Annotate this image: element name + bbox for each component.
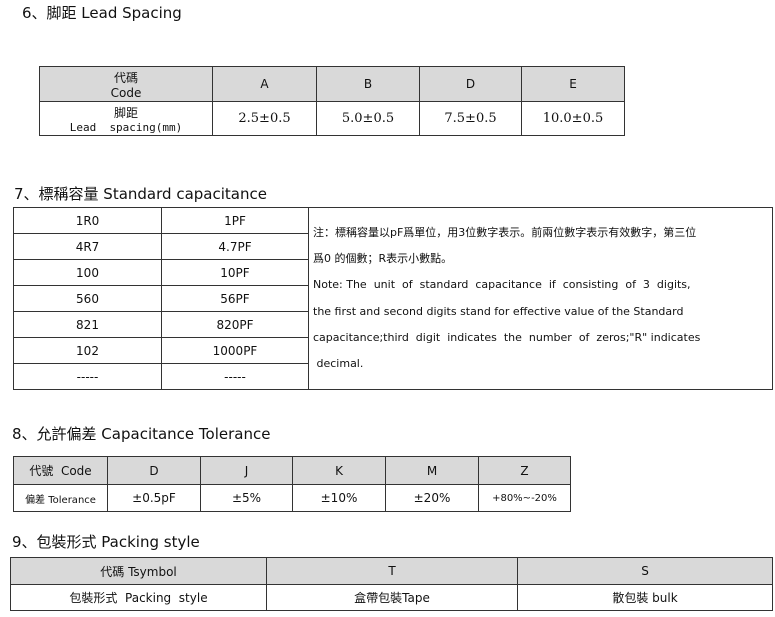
packing-table: 代碼 Tsymbol T S 包裝形式 Packing style 盒帶包裝Ta… bbox=[10, 557, 773, 611]
value-cell: 820PF bbox=[161, 311, 309, 338]
value-cell: 4.7PF bbox=[161, 233, 309, 260]
lead-spacing-table: 代碼 Code A B D E 脚距 Lead spacing(mm) 2.5±0.… bbox=[39, 66, 625, 136]
code-cell: 100 bbox=[13, 259, 162, 286]
code-cell: 1R0 bbox=[13, 207, 162, 234]
row-label: 偏差 Tolerance bbox=[13, 484, 108, 512]
header-label: 代號 Code bbox=[13, 456, 108, 485]
header-label-cn: 代碼 bbox=[113, 70, 138, 85]
code-cell: D bbox=[419, 66, 522, 102]
value-cell: 5.0±0.5 bbox=[316, 101, 420, 136]
code-cell: A bbox=[212, 66, 317, 102]
value-cell: 56PF bbox=[161, 285, 309, 312]
code-cell: M bbox=[385, 456, 479, 485]
capacitance-table: 1R0 1PF 注：標稱容量以pF爲單位，用3位數字表示。前兩位數字表示有效數字… bbox=[13, 207, 773, 390]
code-cell: J bbox=[200, 456, 293, 485]
value-cell: 1PF bbox=[161, 207, 309, 234]
row-label: 包裝形式 Packing style bbox=[10, 584, 267, 611]
code-cell: T bbox=[266, 557, 518, 585]
table-row: 偏差 Tolerance ±0.5pF ±5% ±10% ±20% +80%~-… bbox=[13, 484, 571, 512]
section-title-packing-style: 9、包裝形式 Packing style bbox=[12, 533, 200, 551]
value-cell: 10.0±0.5 bbox=[521, 101, 625, 136]
note-cell: 注：標稱容量以pF爲單位，用3位數字表示。前兩位數字表示有效數字，第三位 爲0 … bbox=[308, 207, 773, 390]
value-cell: 散包裝 bulk bbox=[517, 584, 773, 611]
code-cell: ----- bbox=[13, 363, 162, 390]
note-en-line: Note: The unit of standard capacitance i… bbox=[313, 278, 691, 292]
code-cell: D bbox=[107, 456, 201, 485]
table-row: 脚距 Lead spacing(mm) 2.5±0.5 5.0±0.5 7.5±0… bbox=[39, 101, 625, 136]
header-label: 代碼 Code bbox=[39, 66, 213, 102]
section-title-capacitance-tolerance: 8、允許偏差 Capacitance Tolerance bbox=[12, 425, 271, 443]
value-cell: 10PF bbox=[161, 259, 309, 286]
value-cell: ±0.5pF bbox=[107, 484, 201, 512]
table-row: ----- ----- bbox=[13, 363, 773, 390]
table-row: 4R7 4.7PF bbox=[13, 233, 773, 260]
value-cell: +80%~-20% bbox=[478, 484, 571, 512]
code-cell: 821 bbox=[13, 311, 162, 338]
value-cell: ----- bbox=[161, 363, 309, 390]
row-label-cn: 脚距 bbox=[113, 105, 138, 120]
code-cell: S bbox=[517, 557, 773, 585]
table-header-row: 代號 Code D J K M Z bbox=[13, 456, 571, 485]
table-row: 100 10PF bbox=[13, 259, 773, 286]
table-header-row: 代碼 Tsymbol T S bbox=[10, 557, 773, 585]
header-label: 代碼 Tsymbol bbox=[10, 557, 267, 585]
table-header-row: 代碼 Code A B D E bbox=[39, 66, 625, 102]
code-cell: Z bbox=[478, 456, 571, 485]
table-row: 1R0 1PF 注：標稱容量以pF爲單位，用3位數字表示。前兩位數字表示有效數字… bbox=[13, 207, 773, 390]
code-cell: 560 bbox=[13, 285, 162, 312]
code-cell: 102 bbox=[13, 337, 162, 364]
header-label-en: Code bbox=[110, 85, 142, 100]
value-cell: 7.5±0.5 bbox=[419, 101, 522, 136]
section-title-lead-spacing: 6、脚距 Lead Spacing bbox=[22, 4, 182, 22]
note-cn-line: 爲0 的個數；R表示小數點。 bbox=[313, 251, 453, 265]
table-row: 560 56PF bbox=[13, 285, 773, 312]
code-cell: E bbox=[521, 66, 625, 102]
table-row: 821 820PF bbox=[13, 311, 773, 338]
row-label-en: Lead spacing(mm) bbox=[69, 120, 183, 134]
table-row: 102 1000PF bbox=[13, 337, 773, 364]
value-cell: ±20% bbox=[385, 484, 479, 512]
section-title-standard-capacitance: 7、標稱容量 Standard capacitance bbox=[14, 185, 267, 203]
row-label: 脚距 Lead spacing(mm) bbox=[39, 101, 213, 136]
value-cell: 盒帶包裝Tape bbox=[266, 584, 518, 611]
value-cell: 2.5±0.5 bbox=[212, 101, 317, 136]
value-cell: ±10% bbox=[292, 484, 386, 512]
code-cell: B bbox=[316, 66, 420, 102]
note-en-line: decimal. bbox=[313, 357, 364, 371]
tolerance-table: 代號 Code D J K M Z 偏差 Tolerance ±0.5pF ±5… bbox=[13, 456, 571, 512]
note-cn-line: 注：標稱容量以pF爲單位，用3位數字表示。前兩位數字表示有效數字，第三位 bbox=[313, 225, 697, 239]
value-cell: ±5% bbox=[200, 484, 293, 512]
value-cell: 1000PF bbox=[161, 337, 309, 364]
note-en-line: the first and second digits stand for ef… bbox=[313, 304, 684, 318]
note-en-line: capacitance;third digit indicates the nu… bbox=[313, 330, 701, 344]
code-cell: 4R7 bbox=[13, 233, 162, 260]
code-cell: K bbox=[292, 456, 386, 485]
table-row: 包裝形式 Packing style 盒帶包裝Tape 散包裝 bulk bbox=[10, 584, 773, 611]
